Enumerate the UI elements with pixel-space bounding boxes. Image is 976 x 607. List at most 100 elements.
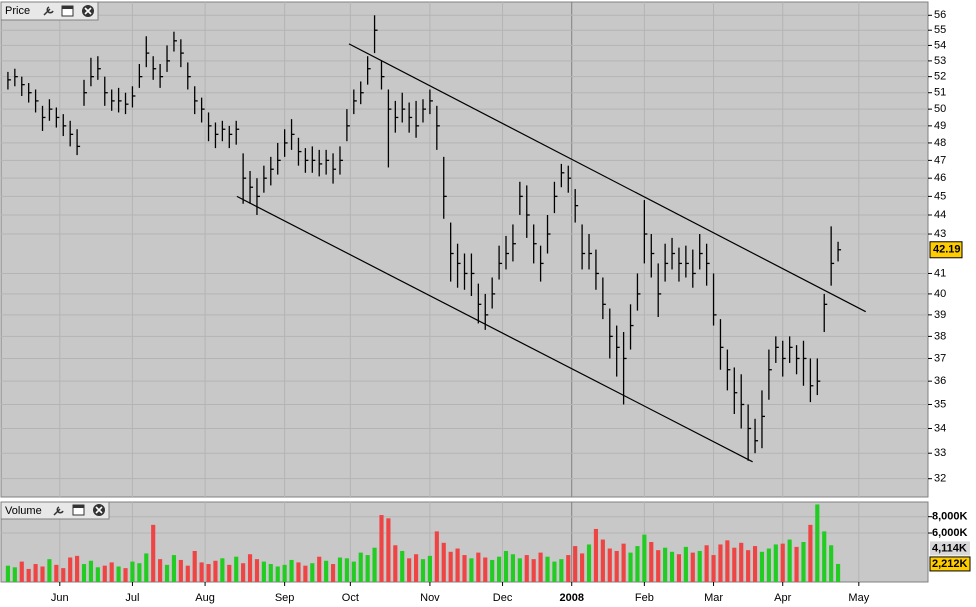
volume-bar bbox=[199, 562, 204, 582]
volume-bar bbox=[234, 556, 239, 582]
volume-bar bbox=[275, 566, 280, 582]
x-tick-label: Feb bbox=[635, 592, 654, 604]
volume-bar bbox=[822, 531, 827, 582]
volume-bar bbox=[503, 550, 509, 582]
y-tick-label: 37 bbox=[934, 352, 946, 364]
volume-bar bbox=[462, 555, 467, 582]
window-icon-bar bbox=[73, 505, 84, 508]
volume-bar bbox=[801, 542, 806, 582]
volume-bar bbox=[26, 568, 31, 582]
volume-bar bbox=[109, 562, 114, 582]
volume-bar bbox=[787, 539, 792, 582]
y-tick-label: 49 bbox=[934, 120, 946, 132]
volume-bar bbox=[81, 564, 87, 582]
volume-bar bbox=[676, 554, 682, 582]
window-icon-bar bbox=[62, 6, 73, 9]
volume-bar bbox=[704, 545, 709, 582]
volume-bar bbox=[628, 552, 633, 582]
volume-bar bbox=[268, 564, 273, 582]
volume-bar bbox=[5, 565, 10, 582]
volume-bar bbox=[711, 555, 716, 582]
volume-bar bbox=[68, 557, 73, 582]
volume-bar bbox=[469, 558, 474, 582]
volume-bar bbox=[337, 557, 343, 582]
volume-bar bbox=[324, 560, 329, 582]
volume-bar bbox=[386, 518, 391, 582]
volume-bar bbox=[19, 561, 24, 582]
y-tick-label: 47 bbox=[934, 154, 946, 166]
volume-bar bbox=[621, 543, 626, 582]
volume-bar bbox=[372, 547, 377, 582]
volume-bar bbox=[365, 555, 370, 582]
x-tick-label: Apr bbox=[774, 592, 791, 604]
volume-bar bbox=[780, 543, 785, 582]
trend-line bbox=[348, 43, 867, 313]
x-tick-label: Dec bbox=[493, 592, 513, 604]
volume-bar bbox=[358, 552, 363, 582]
volume-marker-box bbox=[929, 556, 971, 572]
volume-bar bbox=[538, 552, 543, 582]
volume-bar bbox=[102, 565, 107, 582]
volume-bar bbox=[669, 551, 675, 582]
volume-bar bbox=[732, 547, 737, 582]
volume-bar bbox=[524, 555, 529, 582]
y-tick-label: 8,000K bbox=[932, 511, 968, 523]
volume-bar bbox=[441, 542, 446, 582]
volume-bar bbox=[144, 553, 149, 582]
volume-bar bbox=[683, 546, 688, 582]
volume-bar bbox=[379, 515, 384, 582]
volume-bar bbox=[241, 563, 246, 582]
volume-bar bbox=[310, 563, 315, 582]
volume-bar bbox=[123, 568, 128, 582]
settings-icon[interactable] bbox=[53, 506, 64, 516]
x-tick-label: Oct bbox=[342, 592, 359, 604]
volume-bar bbox=[607, 548, 612, 582]
volume-bar bbox=[206, 564, 211, 582]
y-tick-label: 38 bbox=[934, 330, 946, 342]
volume-bar bbox=[54, 564, 59, 582]
last-price-box bbox=[929, 241, 963, 259]
volume-bar bbox=[773, 544, 778, 582]
volume-bar bbox=[289, 559, 294, 582]
volume-bar bbox=[690, 552, 695, 582]
volume-bar bbox=[88, 560, 94, 582]
x-tick-label: Sep bbox=[275, 592, 295, 604]
volume-bar bbox=[407, 558, 412, 582]
volume-bar bbox=[766, 548, 771, 582]
volume-bar bbox=[75, 555, 80, 582]
volume-bar bbox=[725, 540, 730, 582]
x-tick-label: May bbox=[848, 592, 869, 604]
x-tick-label: Jul bbox=[125, 592, 139, 604]
y-tick-label: 48 bbox=[934, 137, 946, 149]
volume-bar bbox=[559, 559, 564, 582]
volume-bar bbox=[227, 564, 232, 582]
x-tick-label: Mar bbox=[704, 592, 723, 604]
volume-bar bbox=[483, 557, 488, 582]
volume-bar bbox=[213, 560, 218, 582]
y-tick-label: 43 bbox=[934, 228, 946, 240]
volume-bar bbox=[586, 544, 592, 582]
volume-bar bbox=[476, 552, 481, 582]
volume-bar bbox=[158, 559, 163, 582]
volume-bar bbox=[427, 555, 432, 582]
volume-bar bbox=[829, 545, 834, 582]
volume-bar bbox=[330, 564, 336, 582]
volume-bar bbox=[420, 559, 426, 582]
volume-bar bbox=[164, 564, 170, 582]
volume-bar bbox=[413, 554, 419, 582]
price-panel bbox=[0, 1, 929, 498]
volume-bar bbox=[296, 562, 301, 582]
volume-bar bbox=[497, 556, 502, 582]
volume-bar bbox=[697, 550, 702, 582]
volume-bar bbox=[815, 504, 820, 582]
trend-line bbox=[236, 195, 753, 463]
volume-bar bbox=[642, 534, 647, 582]
y-tick-label: 35 bbox=[934, 398, 946, 410]
volume-bar bbox=[400, 550, 405, 582]
x-tick-label: Jun bbox=[51, 592, 69, 604]
settings-icon[interactable] bbox=[43, 6, 54, 16]
volume-bar bbox=[344, 558, 349, 582]
